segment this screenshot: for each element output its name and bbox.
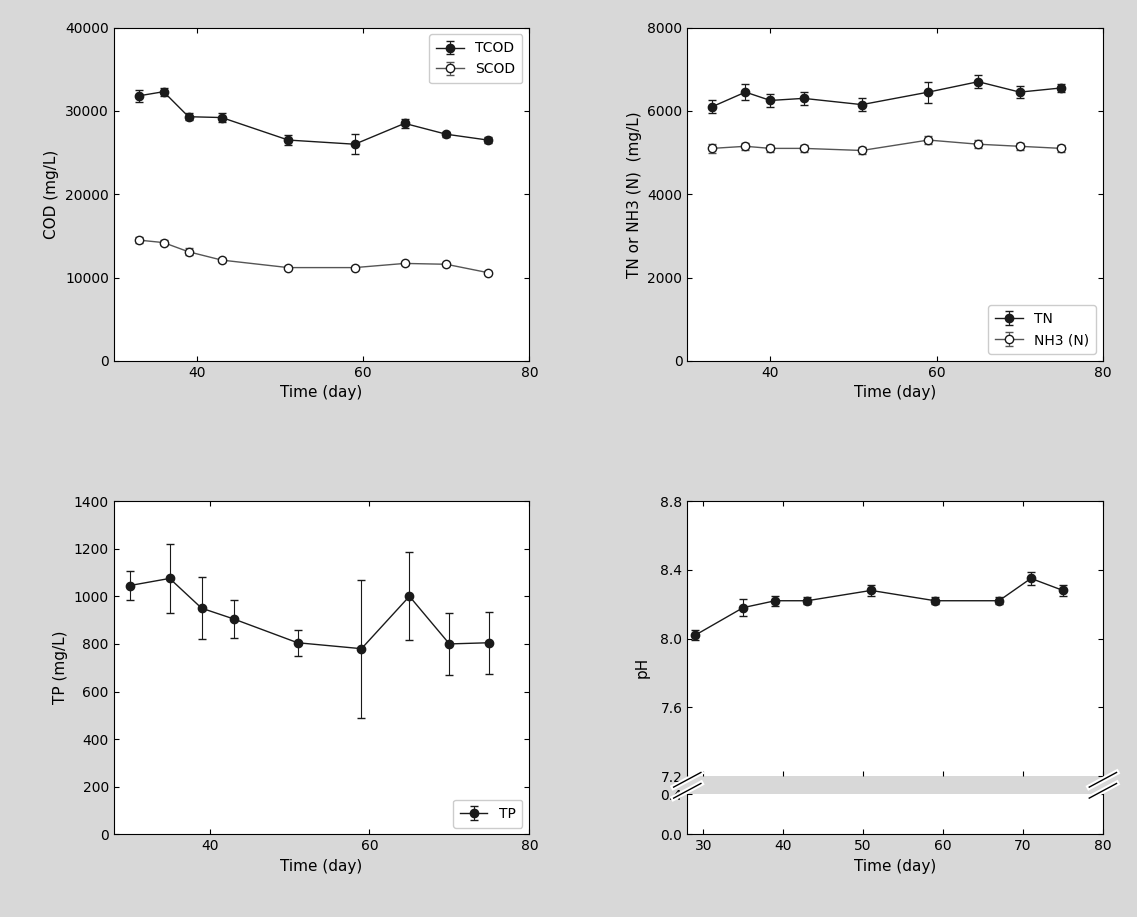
- Legend: TN, NH3 (N): TN, NH3 (N): [988, 305, 1096, 354]
- Y-axis label: COD (mg/L): COD (mg/L): [44, 149, 59, 238]
- X-axis label: Time (day): Time (day): [854, 385, 936, 401]
- Y-axis label: TP (mg/L): TP (mg/L): [53, 631, 68, 704]
- X-axis label: Time (day): Time (day): [854, 859, 936, 874]
- Legend: : [1070, 741, 1084, 756]
- Legend: TP: TP: [453, 800, 522, 827]
- Y-axis label: TN or NH3 (N)  (mg/L): TN or NH3 (N) (mg/L): [626, 111, 641, 278]
- X-axis label: Time (day): Time (day): [281, 385, 363, 401]
- Legend: TCOD, SCOD: TCOD, SCOD: [430, 35, 522, 83]
- X-axis label: Time (day): Time (day): [281, 859, 363, 874]
- Text: pH: pH: [634, 657, 649, 679]
